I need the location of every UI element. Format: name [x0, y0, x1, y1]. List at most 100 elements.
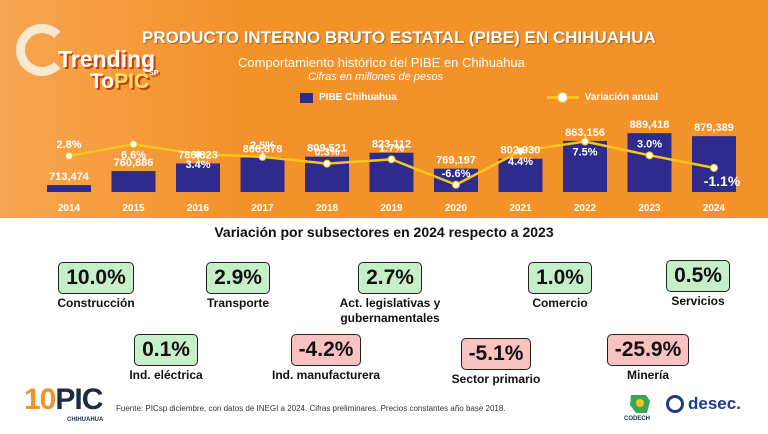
variation-value-label: -1.1%: [704, 173, 741, 189]
pibe-bar: [563, 140, 607, 192]
pibe-bar: [434, 168, 478, 192]
variation-point: [194, 150, 202, 159]
desec-label: desec.: [688, 394, 741, 413]
subsector-card: 1.0% Comercio: [490, 262, 630, 311]
footer-logo-sub: CHIHUAHUA: [67, 417, 104, 423]
variation-point: [710, 163, 718, 172]
subsector-value: 10.0%: [58, 262, 134, 294]
subsector-value: 2.7%: [358, 262, 422, 294]
subsector-label: Sector primario: [451, 372, 541, 386]
subsector-label: Minería: [626, 368, 669, 382]
variation-value-label: -6.6%: [442, 168, 471, 180]
logo-sp: SP: [149, 70, 159, 77]
codech-logo-icon: [630, 395, 650, 413]
subsector-value: 0.5%: [666, 260, 730, 292]
year-tick-label: 2017: [251, 203, 274, 214]
chart-title: PRODUCTO INTERNO BRUTO ESTATAL (PIBE) EN…: [142, 28, 656, 47]
bar-value-label: 769,197: [436, 155, 476, 167]
subsector-value: 1.0%: [528, 262, 592, 294]
variation-value-label: 1.7%: [379, 142, 404, 154]
bar-value-label: 863,156: [565, 127, 605, 139]
variation-point: [129, 140, 138, 149]
year-tick-label: 2019: [380, 203, 403, 214]
pibe-bar: [240, 157, 285, 192]
variation-point: [516, 147, 525, 156]
subsector-value: -5.1%: [460, 338, 532, 370]
variation-value-label: 2.5%: [250, 140, 275, 152]
year-tick-label: 2014: [58, 203, 81, 214]
legend-bar-swatch: [300, 92, 313, 103]
variation-value-label: 0.3%: [314, 147, 339, 159]
year-tick-label: 2020: [445, 203, 468, 214]
footer-logo-ten: 10: [24, 383, 56, 416]
variation-point: [387, 155, 396, 164]
variation-value-label: 3.0%: [637, 138, 662, 150]
subsector-card: 10.0% Construcción: [26, 262, 166, 311]
variation-point: [258, 152, 267, 161]
subsector-card: 2.9% Transporte: [168, 262, 308, 311]
desec-logo-icon: [666, 395, 684, 413]
subsector-label: Ind. eléctrica: [129, 368, 203, 382]
subsectors-title: Variación por subsectores en 2024 respec…: [214, 224, 554, 240]
year-tick-label: 2022: [574, 203, 597, 214]
variation-point: [452, 180, 460, 189]
subsector-label: Construcción: [57, 296, 135, 310]
year-tick-label: 2015: [122, 203, 145, 214]
year-tick-label: 2024: [703, 203, 726, 214]
subsector-label: Act. legislativas y gubernamentales: [339, 296, 441, 325]
variation-value-label: 6.6%: [121, 149, 146, 161]
variation-point: [645, 151, 654, 160]
subsector-card: -25.9% Minería: [578, 334, 718, 383]
bar-value-label: 786,823: [178, 149, 218, 161]
bar-value-label: 802,930: [501, 145, 541, 157]
subsector-label: Ind. manufacturera: [271, 368, 381, 382]
variation-value-label: 7.5%: [572, 147, 597, 159]
legend-line-swatch: [546, 92, 579, 103]
variation-value-label: 3.4%: [185, 159, 210, 171]
variation-point: [581, 137, 589, 146]
subsector-value: 2.9%: [206, 262, 270, 294]
subsector-card: -5.1% Sector primario: [426, 338, 566, 387]
bar-value-label: 760,886: [114, 157, 154, 169]
bar-value-label: 806,878: [243, 144, 283, 156]
subsector-card: 2.7% Act. legislativas y gubernamentales: [320, 262, 460, 326]
pibe-bar: [627, 133, 672, 192]
year-tick-label: 2016: [187, 203, 210, 214]
legend-line-label: Variación anual: [584, 92, 659, 103]
subsector-value: 0.1%: [134, 334, 198, 366]
pibe-bar: [498, 158, 543, 192]
pibe-bar: [176, 163, 220, 192]
bar-value-label: 713,474: [49, 171, 90, 183]
pibe-bar: [47, 185, 91, 192]
subsector-value: -25.9%: [606, 334, 690, 366]
subsector-label: Servicios: [671, 294, 725, 308]
year-tick-label: 2021: [509, 203, 532, 214]
variation-point: [65, 151, 73, 160]
chart-legend: PIBE Chihuahua Variación anual: [300, 92, 658, 103]
bar-value-label: 879,389: [694, 122, 734, 134]
footer-logo-pic: PIC: [55, 383, 103, 416]
logo-to: To: [90, 70, 115, 93]
bar-value-label: 889,418: [630, 119, 670, 131]
year-tick-label: 2018: [316, 203, 339, 214]
footer-logo: 10PIC: [24, 383, 103, 417]
variation-value-label: 2.8%: [56, 139, 81, 151]
codech-label: CODECH: [624, 416, 651, 422]
logo-ring-icon: [16, 24, 68, 76]
chart-units: Cifras en millones de pesos: [308, 71, 444, 83]
subsector-label: Comercio: [532, 296, 588, 310]
chart-subtitle: Comportamiento histórico del PIBE en Chi…: [238, 55, 525, 70]
logo-trending: Trending: [58, 46, 156, 72]
variation-value-label: 4.4%: [508, 156, 533, 168]
subsector-label: Transporte: [206, 296, 269, 310]
subsector-value: -4.2%: [290, 334, 362, 366]
year-tick-label: 2023: [638, 203, 661, 214]
subsector-card: 0.1% Ind. eléctrica: [96, 334, 236, 383]
subsector-card: 0.5% Servicios: [628, 260, 768, 309]
source-note: Fuente: PICsp diciembre, con datos de IN…: [116, 404, 506, 413]
legend-bar-label: PIBE Chihuahua: [319, 92, 397, 103]
logo-pic: PIC: [114, 70, 150, 93]
bar-value-label: 823,112: [372, 139, 411, 151]
bar-value-label: 809,521: [307, 143, 347, 155]
